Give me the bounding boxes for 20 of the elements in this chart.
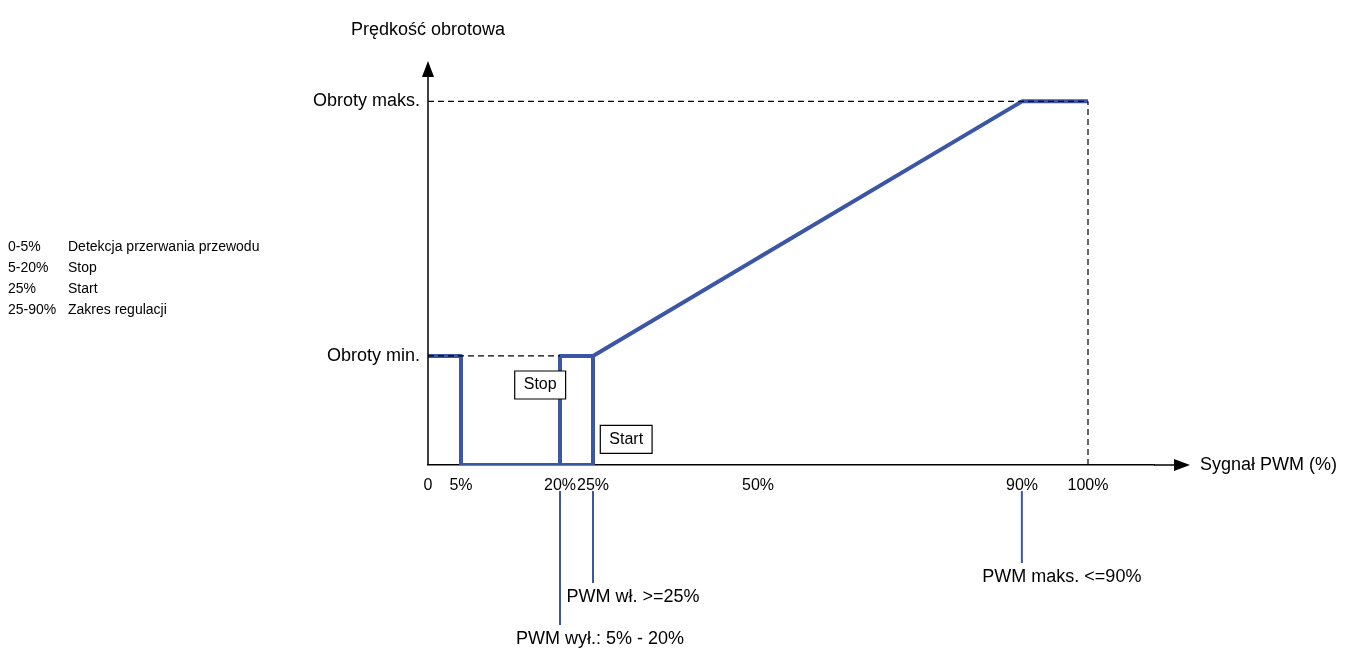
x-tick-label: 100% xyxy=(1067,476,1109,494)
annotation: Stop xyxy=(523,375,557,393)
text: PWM wł. >=25% xyxy=(566,585,700,606)
text: 5-20% Stop xyxy=(8,259,97,275)
annotation: Start xyxy=(609,429,644,447)
y-axis-title: Prędkość obrotowa xyxy=(350,18,507,39)
x-tick-label: 25% xyxy=(576,476,610,494)
x-tick-label: 90% xyxy=(1005,476,1039,494)
x-axis-title: Sygnał PWM (%) xyxy=(1200,453,1338,474)
x-tick-label: 5% xyxy=(449,476,473,494)
text: PWM wył.: 5% - 20% xyxy=(515,627,684,648)
x-tick-label: 20% xyxy=(543,476,577,494)
text: Obroty maks. xyxy=(312,90,420,111)
x-tick-label: 0 xyxy=(423,476,433,494)
text: 0-5% Detekcja przerwania przewodu xyxy=(8,238,260,254)
text: 25-90% Zakres regulacji xyxy=(8,300,167,319)
text: Obroty min. xyxy=(326,344,420,365)
text: PWM maks. <=90% xyxy=(982,565,1142,586)
x-tick-label: 50% xyxy=(741,476,775,494)
text: 25% Start xyxy=(8,280,98,296)
